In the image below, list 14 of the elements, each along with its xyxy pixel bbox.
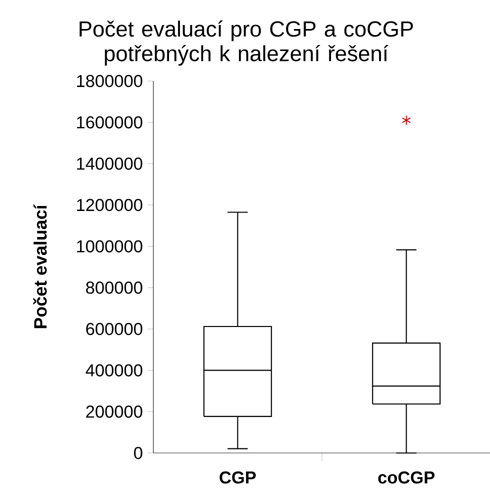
chart-title: Počet evaluací pro CGP a coCGP potřebných k nalezení řešení [80, 20, 413, 66]
y-tick-label: 1600000 [77, 116, 142, 128]
y-tick-label: 1800000 [77, 74, 142, 88]
y-tick-label: 200000 [86, 406, 142, 418]
y-tick-label: 0 [134, 446, 142, 460]
y-tick-label: 400000 [86, 364, 142, 376]
x-tick-label: CGP [220, 471, 256, 484]
y-tick-label: 1000000 [77, 240, 142, 252]
y-tick-label: 1200000 [77, 198, 142, 212]
y-tick-label: 1400000 [77, 158, 142, 170]
y-axis-title: Počet evaluací [33, 204, 47, 328]
y-tick-label: 600000 [86, 322, 142, 336]
x-tick-label: coCGP [378, 471, 435, 484]
y-tick-label: 800000 [86, 282, 142, 294]
